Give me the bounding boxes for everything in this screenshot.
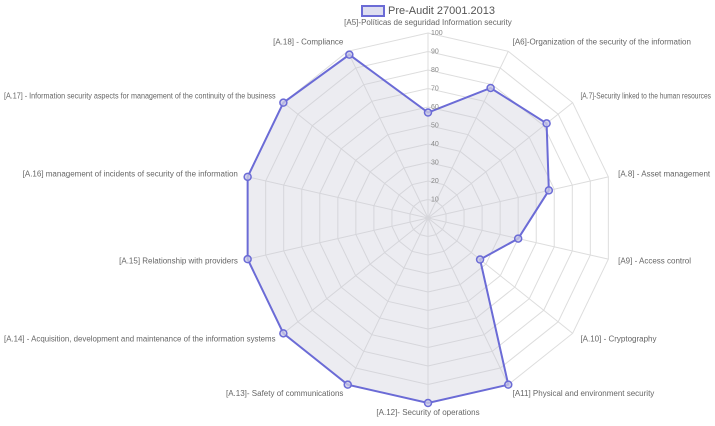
category-label: [A.12]- Security of operations [376, 408, 479, 417]
data-point [513, 234, 523, 243]
spoke [427, 176, 609, 219]
r-tick-label: 80 [431, 67, 439, 74]
r-tick-label: 50 [431, 122, 439, 129]
spoke [427, 217, 573, 334]
spoke [427, 217, 509, 385]
r-tick-label: 30 [431, 159, 439, 166]
data-point [544, 186, 554, 195]
r-tick-label: 90 [431, 48, 439, 55]
category-label: [A5]-Políticas de seguridad Information … [344, 18, 512, 27]
category-label: [A9] - Access control [618, 257, 691, 266]
data-point [504, 380, 513, 389]
data-point [542, 119, 551, 128]
category-label: [A.17] - Information security aspects fo… [4, 92, 276, 101]
data-point [279, 98, 288, 107]
category-label: [A.8] - Asset management [618, 170, 711, 179]
data-point [343, 380, 352, 389]
category-label: [A.7]-Security linked to the human resou… [580, 92, 711, 101]
data-point [345, 50, 354, 59]
r-tick-label: 100 [431, 30, 443, 37]
data-point [475, 255, 485, 264]
data-point [279, 329, 288, 338]
category-label: [A11] Physical and environment security [513, 389, 655, 398]
r-tick-label: 60 [431, 104, 439, 111]
r-tick-label: 20 [431, 178, 439, 185]
legend-label: Pre-Audit 27001.2013 [388, 5, 495, 17]
category-label: [A6]-Organization of the security of the… [513, 37, 691, 46]
spoke [247, 217, 429, 260]
spoke [283, 217, 429, 334]
category-label: [A.13]- Safety of communications [226, 389, 343, 398]
category-label: [A.18] - Compliance [273, 37, 344, 46]
r-tick-label: 40 [431, 141, 439, 148]
spoke [283, 102, 429, 219]
legend-swatch [361, 5, 385, 17]
data-point [423, 108, 433, 117]
spoke [347, 217, 429, 385]
data-point [486, 83, 495, 93]
data-point [423, 398, 433, 408]
r-tick-label: 10 [431, 196, 439, 203]
category-label: [A.16] management of incidents of securi… [23, 170, 238, 179]
series-area [246, 53, 550, 405]
category-label: [A.10] - Cryptography [580, 335, 656, 344]
spoke [247, 176, 429, 219]
spoke [427, 51, 509, 219]
data-point [243, 172, 252, 182]
category-label: [A.15] Relationship with providers [119, 257, 238, 266]
category-label: [A.14] - Acquisition, development and ma… [4, 335, 276, 344]
data-point [243, 254, 252, 264]
spoke [347, 51, 429, 219]
r-tick-label: 70 [431, 85, 439, 92]
